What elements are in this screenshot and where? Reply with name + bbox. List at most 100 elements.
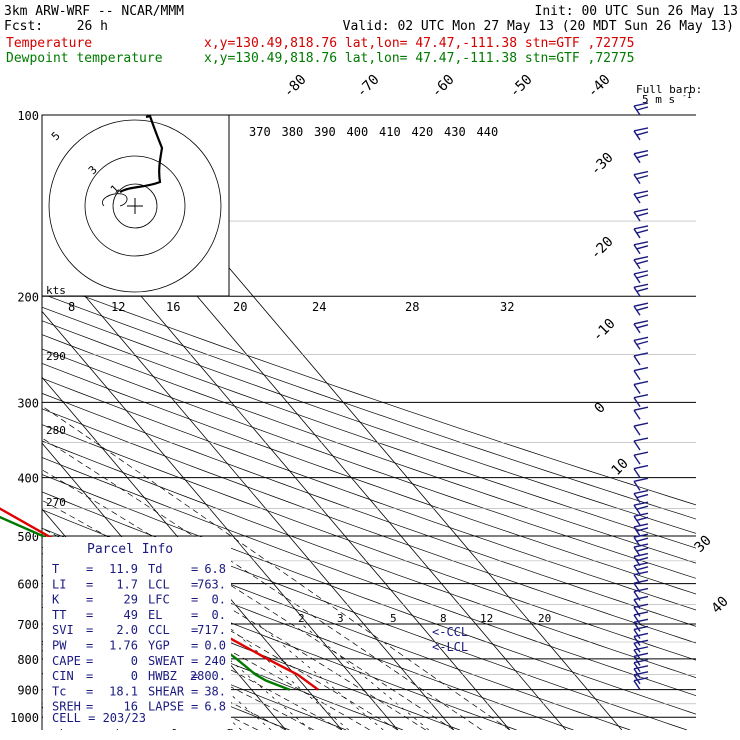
wind-barb bbox=[633, 595, 649, 609]
wind-barb bbox=[633, 380, 649, 394]
mixing-ratio-label: 12 bbox=[480, 612, 493, 625]
dry-adiabat-label: 280 bbox=[46, 424, 66, 437]
moist-adiabat-line bbox=[42, 595, 314, 730]
isotherm-tick-label: -20 bbox=[588, 234, 617, 263]
parcel-label-2: LCL bbox=[148, 577, 170, 591]
parcel-eq: = bbox=[86, 639, 93, 653]
wind-barb bbox=[633, 489, 649, 503]
dry-adiabat-line bbox=[42, 408, 696, 644]
hodograph-speed-label: 24 bbox=[312, 300, 326, 314]
parcel-label-1: LI bbox=[52, 577, 66, 591]
parcel-value-2: 2800. bbox=[190, 669, 226, 683]
parcel-eq: = bbox=[86, 623, 93, 637]
parcel-eq: = bbox=[191, 639, 198, 653]
dry-adiabat-line bbox=[42, 393, 696, 627]
hodograph-speed-label: 28 bbox=[405, 300, 419, 314]
isotherm-tick-label: -50 bbox=[507, 72, 536, 101]
parcel-value-2: 240 bbox=[204, 654, 226, 668]
diagram-annotations: 290 280 270 2 3 5 8 12 20 <-CCL<-LCL bbox=[46, 350, 551, 654]
parcel-label-2: Td bbox=[148, 562, 162, 576]
parcel-label-2: EL bbox=[148, 608, 162, 622]
moist-adiabat-line bbox=[42, 437, 482, 730]
parcel-eq: = bbox=[191, 684, 198, 698]
theta-tick-label: 370 bbox=[249, 125, 271, 139]
parcel-value-2: 38. bbox=[204, 684, 226, 698]
wind-barb bbox=[633, 225, 649, 239]
isotherm-tick-label: -60 bbox=[429, 72, 458, 101]
temperature-location: x,y=130.49,818.76 lat,lon= 47.47,-111.38… bbox=[204, 36, 634, 51]
mixing-ratio-label: 3 bbox=[337, 612, 344, 625]
wind-barb bbox=[633, 501, 649, 515]
pressure-axis-labels: 100 200 300 400 500 600 700 800 900 1000 bbox=[10, 109, 39, 725]
wind-barbs bbox=[633, 102, 649, 691]
isotherm-tick-label: 40 bbox=[709, 594, 732, 617]
parcel-eq: = bbox=[191, 623, 198, 637]
wind-barb bbox=[633, 102, 649, 116]
parcel-value-1: 1.7 bbox=[116, 577, 138, 591]
parcel-label-2: LFC bbox=[148, 593, 170, 607]
parcel-value-1: 49 bbox=[124, 608, 138, 622]
dry-adiabat-line bbox=[42, 474, 696, 715]
hodograph-trace bbox=[119, 114, 164, 193]
wind-barb bbox=[633, 676, 649, 691]
isotherm-tick-label: -40 bbox=[585, 72, 614, 101]
wind-barb bbox=[633, 127, 649, 141]
isotherm-tick-label: -10 bbox=[590, 316, 619, 345]
moist-adiabat-line bbox=[42, 499, 426, 730]
pressure-tick-label: 100 bbox=[17, 109, 39, 123]
hodograph-ring-inner bbox=[112, 183, 158, 229]
parcel-label-1: CIN bbox=[52, 669, 74, 683]
wind-barb bbox=[633, 270, 649, 284]
parcel-label-1: PW bbox=[52, 639, 67, 653]
wind-barb bbox=[633, 533, 649, 547]
wind-barb bbox=[633, 543, 649, 557]
hodograph-speed-label: 32 bbox=[500, 300, 514, 314]
model-title: 3km ARW-WRF -- NCAR/MMM bbox=[4, 4, 184, 19]
parcel-value-2: 717. bbox=[197, 623, 226, 637]
isotherm-tick-label: 10 bbox=[609, 456, 632, 479]
wind-barb bbox=[633, 632, 649, 646]
parcel-eq: = bbox=[191, 608, 198, 622]
parcel-eq: = bbox=[191, 593, 198, 607]
wind-barb bbox=[633, 464, 649, 478]
parcel-label-2: SHEAR bbox=[148, 684, 185, 698]
parcel-value-2: 6.8 bbox=[204, 700, 226, 714]
valid-time: Valid: 02 UTC Mon 27 May 13 (20 MDT Sun … bbox=[343, 19, 734, 34]
pressure-tick-label: 900 bbox=[17, 684, 39, 698]
parcel-value-1: 29 bbox=[124, 593, 138, 607]
mixing-ratio-label: 8 bbox=[440, 612, 447, 625]
wind-barb bbox=[633, 190, 649, 204]
pressure-tick-label: 1000 bbox=[10, 711, 39, 725]
theta-tick-label: 430 bbox=[444, 125, 466, 139]
parcel-value-1: 1.76 bbox=[109, 639, 138, 653]
dry-adiabat-line bbox=[42, 586, 404, 730]
dry-adiabat-line bbox=[42, 440, 696, 679]
wind-barb bbox=[633, 320, 649, 334]
hodograph-speed-label: 16 bbox=[166, 300, 180, 314]
wind-barb bbox=[633, 302, 649, 316]
barb-legend-line2: 5 m s bbox=[642, 93, 675, 106]
barb-legend-exponent: -1 bbox=[682, 91, 692, 100]
mixing-ratio-line bbox=[224, 623, 350, 730]
parcel-eq: = bbox=[86, 608, 93, 622]
wind-barb bbox=[633, 603, 649, 617]
kts-label: kts bbox=[46, 284, 66, 297]
parcel-label-1: SVI bbox=[52, 623, 74, 637]
wind-barb bbox=[633, 639, 649, 653]
parcel-eq: = bbox=[191, 562, 198, 576]
init-time: Init: 00 UTC Sun 26 May 13 bbox=[535, 4, 739, 19]
pressure-tick-label: 700 bbox=[17, 618, 39, 632]
fcst-value: 26 h bbox=[77, 19, 108, 34]
mixing-ratio-line bbox=[257, 623, 384, 730]
dry-adiabat-line bbox=[42, 306, 696, 534]
dry-adiabat-label: 270 bbox=[46, 496, 66, 509]
parcel-value-2: 0. bbox=[212, 608, 226, 622]
wind-barb bbox=[633, 618, 649, 632]
dry-adiabat-line bbox=[42, 293, 696, 520]
pressure-tick-label: 400 bbox=[17, 472, 39, 486]
isotherm-line bbox=[42, 310, 399, 730]
isotherm-line bbox=[0, 115, 6, 730]
pressure-tick-label: 800 bbox=[17, 653, 39, 667]
